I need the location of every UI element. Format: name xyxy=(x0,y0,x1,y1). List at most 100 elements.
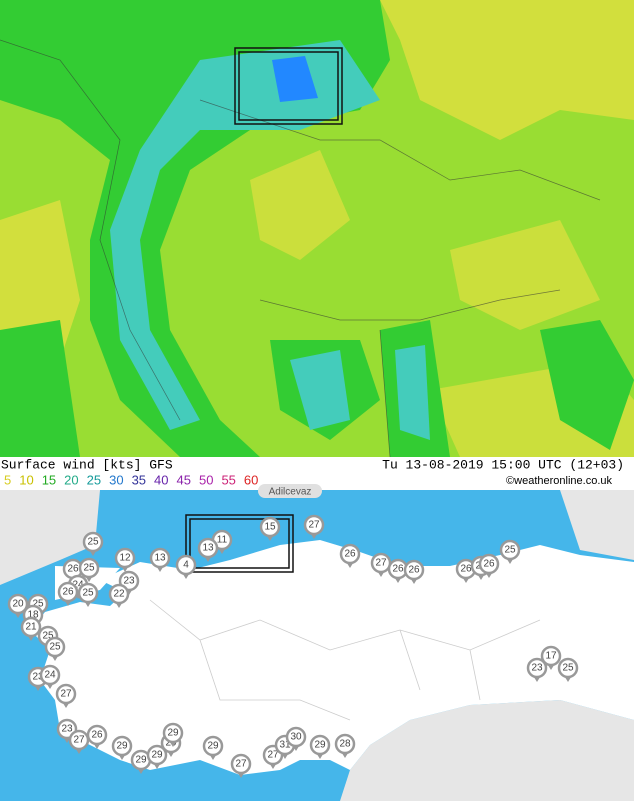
station-pin: 25 xyxy=(77,582,99,607)
pin-label: 25 xyxy=(83,563,95,574)
station-pin: 25 xyxy=(44,636,66,661)
pin-label: 29 xyxy=(135,755,147,766)
station-pin: 27 xyxy=(68,729,90,754)
pin-head xyxy=(285,726,307,748)
pin-head xyxy=(540,645,562,667)
pin-label: 24 xyxy=(72,580,84,591)
station-pin: 26 xyxy=(339,543,361,568)
pin-label: 22 xyxy=(113,589,125,600)
pin-head xyxy=(114,547,136,569)
pin-head xyxy=(526,657,548,679)
station-pin: 23 xyxy=(526,657,548,682)
pin-head xyxy=(162,722,184,744)
pin-head xyxy=(68,729,90,751)
pin-label: 29 xyxy=(151,750,163,761)
pin-label: 15 xyxy=(264,522,276,533)
station-pin: 26 xyxy=(478,553,500,578)
station-pin: 30 xyxy=(285,726,307,751)
pin-label: 26 xyxy=(460,564,472,575)
pin-head xyxy=(149,547,171,569)
legend-value: 55 xyxy=(221,472,235,487)
pin-head xyxy=(478,553,500,575)
legend-value: 30 xyxy=(109,472,123,487)
station-pin: 21 xyxy=(20,616,42,641)
pin-label: 27 xyxy=(73,735,85,746)
station-pin: 17 xyxy=(540,645,562,670)
pin-label: 28 xyxy=(339,739,351,750)
pin-label: 30 xyxy=(290,732,302,743)
pin-label: 27 xyxy=(60,689,72,700)
pin-head xyxy=(259,516,281,538)
pin-label: 26 xyxy=(91,730,103,741)
pin-head xyxy=(146,744,168,766)
pin-label: 25 xyxy=(49,642,61,653)
station-pin: 20 xyxy=(7,593,29,618)
pin-label: 25 xyxy=(504,545,516,556)
pin-label: 21 xyxy=(25,622,37,633)
legend-value: 25 xyxy=(87,472,101,487)
pin-label: 25 xyxy=(82,588,94,599)
pin-head xyxy=(108,583,130,605)
pin-head xyxy=(86,724,108,746)
pin-label: 26 xyxy=(344,549,356,560)
legend: 5 10 15 20 25 30 35 40 45 50 55 60 xyxy=(4,472,258,487)
pin-label: 12 xyxy=(119,553,131,564)
pin-head xyxy=(20,616,42,638)
station-pin: 4 xyxy=(175,554,197,579)
pin-label: 26 xyxy=(62,587,74,598)
pin-head xyxy=(197,537,219,559)
pin-head xyxy=(499,539,521,561)
station-pin: 13 xyxy=(149,547,171,572)
legend-value: 45 xyxy=(177,472,191,487)
place-label: Adilcevaz xyxy=(269,487,312,498)
station-pin: 27 xyxy=(55,683,77,708)
legend-value: 50 xyxy=(199,472,213,487)
map-title: Surface wind [kts] GFS xyxy=(1,457,173,472)
pin-label: 31 xyxy=(279,740,291,751)
pin-label: 20 xyxy=(12,599,24,610)
pin-label: 23 xyxy=(123,576,135,587)
pin-head xyxy=(303,514,325,536)
station-pin: 29 xyxy=(146,744,168,769)
pin-head xyxy=(44,636,66,658)
pin-label: 13 xyxy=(154,553,166,564)
pin-head xyxy=(339,543,361,565)
legend-value: 5 xyxy=(4,472,11,487)
pin-label: 27 xyxy=(375,558,387,569)
station-pin: 26 xyxy=(403,559,425,584)
station-pin: 28 xyxy=(334,733,356,758)
pin-label: 4 xyxy=(183,560,189,571)
legend-value: 60 xyxy=(244,472,258,487)
station-pin: 27 xyxy=(303,514,325,539)
legend-value: 40 xyxy=(154,472,168,487)
pin-label: 25 xyxy=(32,599,44,610)
station-pin: 29 xyxy=(162,722,184,747)
pin-label: 23 xyxy=(531,663,543,674)
station-pin: 25 xyxy=(499,539,521,564)
pin-label: 11 xyxy=(217,535,228,546)
pin-label: 25 xyxy=(87,537,99,548)
station-pin: 12 xyxy=(114,547,136,572)
station-pin: 29 xyxy=(309,734,331,759)
pin-label: 26 xyxy=(483,559,495,570)
station-pin: 24 xyxy=(39,664,61,689)
pin-label: 17 xyxy=(545,651,557,662)
station-pin: 26 xyxy=(86,724,108,749)
pin-head xyxy=(334,733,356,755)
pin-label: 13 xyxy=(202,543,214,554)
pin-head xyxy=(39,664,61,686)
pin-head xyxy=(55,683,77,705)
station-pin: 29 xyxy=(111,735,133,760)
legend-value: 15 xyxy=(42,472,56,487)
pin-head xyxy=(175,554,197,576)
wind-map xyxy=(0,0,634,458)
legend-value: 35 xyxy=(132,472,146,487)
pin-label: 26 xyxy=(67,564,79,575)
pin-label: 23 xyxy=(32,672,44,683)
map-time: Tu 13-08-2019 15:00 UTC (12+03) xyxy=(382,457,624,472)
station-pin: 26 xyxy=(387,558,409,583)
pin-label: 23 xyxy=(61,724,73,735)
station-pin: 27 xyxy=(230,753,252,778)
